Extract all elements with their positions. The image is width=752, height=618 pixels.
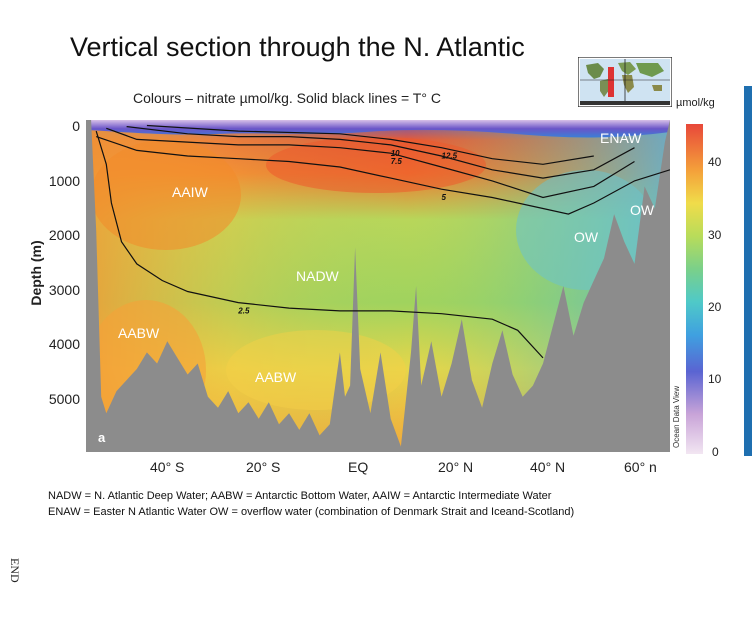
x-tick-label: 40° S [150,459,185,475]
water-mass-label-aabw: AABW [118,325,160,341]
colorbar [686,124,703,454]
colorbar-tick: 0 [712,445,719,459]
surface-layer [86,120,670,138]
y-tick-label: 2000 [48,227,80,243]
colorbar-tick: 40 [708,155,722,169]
y-tick-label: 4000 [48,336,80,352]
water-mass-label-nadw: NADW [296,268,339,284]
x-tick-label: 20° N [438,459,474,475]
x-tick-label: 60° n [624,459,657,475]
legend-line-2: ENAW = Easter N Atlantic Water OW = over… [48,506,575,518]
isotherm-line [95,130,544,359]
y-tick-label: 3000 [48,282,80,298]
isotherm-line [106,127,635,199]
isotherm-line [146,124,594,165]
colorbar-tick: 30 [708,228,722,242]
bathymetry [86,120,670,452]
section-plot: 2.5 5 7.5 10 12.5 a [86,120,671,452]
chart-subtitle: Colours – nitrate µmol/kg. Solid black l… [133,90,441,106]
isotherm-line [96,136,671,215]
y-tick-label: 0 [72,118,80,134]
slide-title: Vertical section through the N. Atlantic [70,32,525,62]
y-axis-label: Depth (m) [28,240,44,306]
water-mass-label-ow: OW [630,202,655,218]
x-tick-label: 20° S [246,459,281,475]
x-tick-label: EQ [348,459,369,475]
isotherm-label: 2.5 [237,307,250,316]
isotherm-label: 12.5 [442,152,458,161]
adjacent-slide-edge [744,86,752,456]
watermark: Ocean Data View [672,385,681,448]
isotherm-label: 10 [391,149,400,158]
colorbar-tick: 10 [708,372,722,386]
isotherm-label: 7.5 [391,157,403,166]
water-mass-label-enaw: ENAW [600,130,642,146]
isotherm-lines: 2.5 5 7.510 12.5 [95,124,671,359]
water-mass-label-aaiw: AAIW [172,184,208,200]
water-mass-label-aabw: AABW [255,369,297,385]
legend-line-1: NADW = N. Atlantic Deep Water; AABW = An… [48,490,552,502]
panel-letter: a [98,430,106,445]
inset-world-map [577,56,673,108]
end-marker: END [8,558,22,583]
isotherm-label: 5 [442,193,447,202]
water-mass-label-ow: OW [574,229,599,245]
colorbar-tick: 20 [708,300,722,314]
colorbar-unit: µmol/kg [676,97,715,109]
y-tick-label: 1000 [48,173,80,189]
y-tick-label: 5000 [48,391,80,407]
x-tick-label: 40° N [530,459,566,475]
isotherm-line [126,126,635,179]
